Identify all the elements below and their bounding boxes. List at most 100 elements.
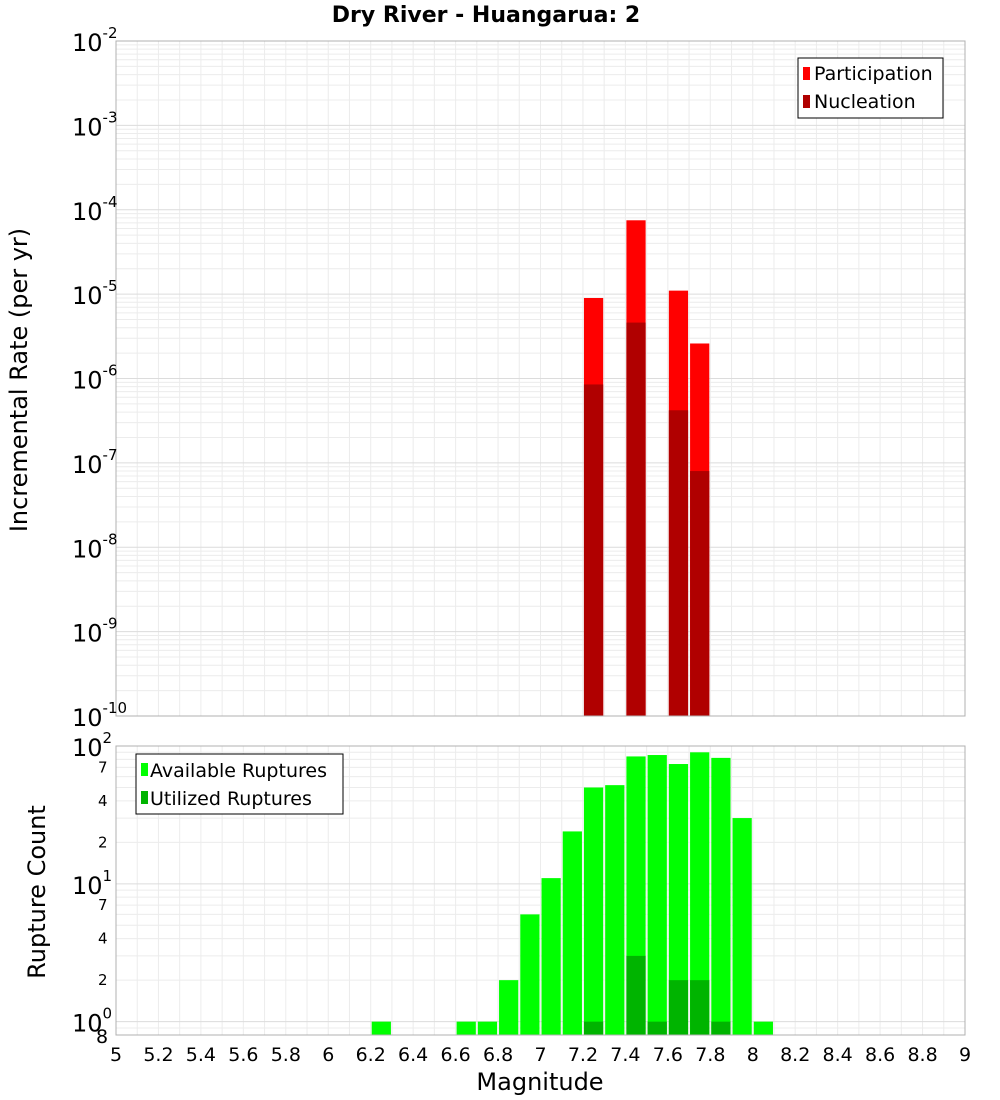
rate-y-tick-base: 10 — [72, 535, 103, 563]
rate-y-tick-exp: -9 — [103, 615, 118, 633]
rate-bars — [583, 220, 710, 717]
rate-legend-frame — [797, 57, 944, 119]
bar-available-ruptures-7.15 — [562, 831, 582, 1035]
bar-utilized-ruptures-7.45 — [626, 955, 646, 1035]
rate-y-tick-exp: -5 — [103, 277, 118, 295]
bar-available-ruptures-7.35 — [605, 785, 625, 1035]
rate-y-tick-base: 10 — [72, 113, 103, 141]
rate-y-tick-label: 10-6 — [72, 362, 118, 395]
x-tick-label: 6.2 — [356, 1044, 386, 1066]
count-y-minor-tick-label: 2 — [98, 833, 108, 851]
x-tick-label: 8.4 — [823, 1044, 853, 1066]
rate-y-tick-base: 10 — [72, 198, 103, 226]
x-tick-label: 5.6 — [228, 1044, 258, 1066]
rate-y-tick-base: 10 — [72, 704, 103, 732]
count-legend-frame — [135, 753, 344, 815]
x-tick-label: 5 — [110, 1044, 122, 1066]
rate-y-tick-exp: -7 — [103, 446, 118, 464]
x-tick-label: 7.4 — [610, 1044, 640, 1066]
rate-y-tick-base: 10 — [72, 29, 103, 57]
bar-nucleation-7.25 — [583, 384, 604, 716]
count-y-axis-title: Rupture Count — [23, 805, 51, 979]
x-tick-label: 8.6 — [865, 1044, 895, 1066]
count-y-minor-tick-label: 8 — [96, 1026, 108, 1048]
bar-available-ruptures-7.95 — [732, 818, 752, 1035]
bar-available-ruptures-8.05 — [753, 1021, 773, 1035]
x-tick-label: 7.8 — [695, 1044, 725, 1066]
count-y-minor-tick-label: 2 — [98, 971, 108, 989]
x-tick-label: 7.6 — [653, 1044, 683, 1066]
legend-swatch-utilized — [141, 791, 148, 804]
count-y-minor-tick-label: 4 — [98, 792, 108, 810]
legend-swatch-available — [141, 763, 148, 776]
rate-y-tick-label: 10-8 — [72, 530, 118, 563]
rate-y-tick-label: 10-4 — [72, 193, 118, 226]
rate-grid — [115, 41, 966, 717]
x-tick-label: 7.2 — [568, 1044, 598, 1066]
bar-available-ruptures-6.85 — [499, 980, 519, 1035]
count-y-tick-base: 10 — [72, 872, 103, 900]
legend-label-participation: Participation — [814, 63, 933, 85]
x-tick-label: 5.8 — [271, 1044, 301, 1066]
chart-title: Dry River - Huangarua: 2 — [332, 3, 640, 28]
bar-utilized-ruptures-7.85 — [711, 1021, 731, 1035]
bar-available-ruptures-7.85 — [711, 757, 731, 1035]
count-y-tick-exp: 0 — [103, 1005, 113, 1023]
bar-available-ruptures-6.75 — [477, 1021, 498, 1035]
bar-utilized-ruptures-7.25 — [583, 1021, 604, 1035]
count-y-tick-exp: 2 — [103, 729, 113, 747]
rate-y-tick-exp: -6 — [103, 362, 118, 380]
rate-y-tick-label: 10-10 — [72, 699, 127, 732]
x-tick-label: 8.8 — [907, 1044, 937, 1066]
bar-nucleation-7.75 — [690, 471, 710, 716]
legend-label-available: Available Ruptures — [150, 760, 327, 782]
rate-y-tick-exp: -4 — [103, 193, 118, 211]
x-tick-label: 6 — [322, 1044, 334, 1066]
count-y-tick-exp: 1 — [103, 867, 113, 885]
rate-y-axis-title: Incremental Rate (per yr) — [5, 228, 33, 532]
legend-label-utilized: Utilized Ruptures — [150, 788, 312, 810]
bar-available-ruptures-6.95 — [520, 914, 540, 1035]
x-tick-labels: 5 5.2 5.4 5.6 5.8 6 6.2 6.4 6.6 6.8 7 7.2 7.4 7.6 7.8 8… — [110, 1044, 971, 1066]
count-y-minor-tick-label: 4 — [98, 930, 108, 948]
bar-available-ruptures-6.65 — [456, 1021, 476, 1035]
x-tick-label: 5.2 — [143, 1044, 173, 1066]
x-tick-label: 6.6 — [440, 1044, 470, 1066]
count-y-minor-tick-label: 7 — [98, 896, 108, 914]
rate-y-tick-exp: -10 — [103, 699, 128, 717]
bar-utilized-ruptures-7.75 — [690, 980, 710, 1035]
x-tick-label: 5.4 — [186, 1044, 216, 1066]
rate-legend: Participation Nucleation — [797, 57, 944, 119]
x-axis-title: Magnitude — [476, 1068, 603, 1096]
x-tick-label: 8.2 — [780, 1044, 810, 1066]
rate-y-tick-base: 10 — [72, 367, 103, 395]
rate-y-tick-label: 10-2 — [72, 24, 118, 57]
count-bars — [371, 752, 773, 1035]
rate-y-tick-label: 10-7 — [72, 446, 118, 479]
rate-y-tick-label: 10-5 — [72, 277, 118, 310]
count-y-tick-label: 100 — [72, 1005, 112, 1038]
legend-swatch-participation — [803, 67, 810, 80]
legend-label-nucleation: Nucleation — [814, 91, 916, 113]
rate-y-tick-label: 10-3 — [72, 108, 118, 141]
x-tick-label: 7 — [534, 1044, 546, 1066]
bar-available-ruptures-6.25 — [371, 1021, 391, 1035]
rate-plot-frame — [115, 40, 966, 717]
bar-available-ruptures-7.65 — [668, 764, 689, 1035]
bar-nucleation-7.65 — [668, 410, 689, 716]
bar-utilized-ruptures-7.55 — [647, 1021, 667, 1035]
rate-y-tick-base: 10 — [72, 620, 103, 648]
rate-y-tick-label: 10-9 — [72, 615, 118, 648]
rate-y-tick-exp: -2 — [103, 24, 118, 42]
count-y-tick-base: 10 — [72, 734, 103, 762]
x-tick-label: 6.4 — [398, 1044, 428, 1066]
bar-nucleation-7.45 — [626, 322, 646, 716]
bar-available-ruptures-7.05 — [541, 878, 561, 1035]
count-y-minor-tick-label: 7 — [98, 758, 108, 776]
bar-available-ruptures-7.55 — [647, 755, 667, 1035]
